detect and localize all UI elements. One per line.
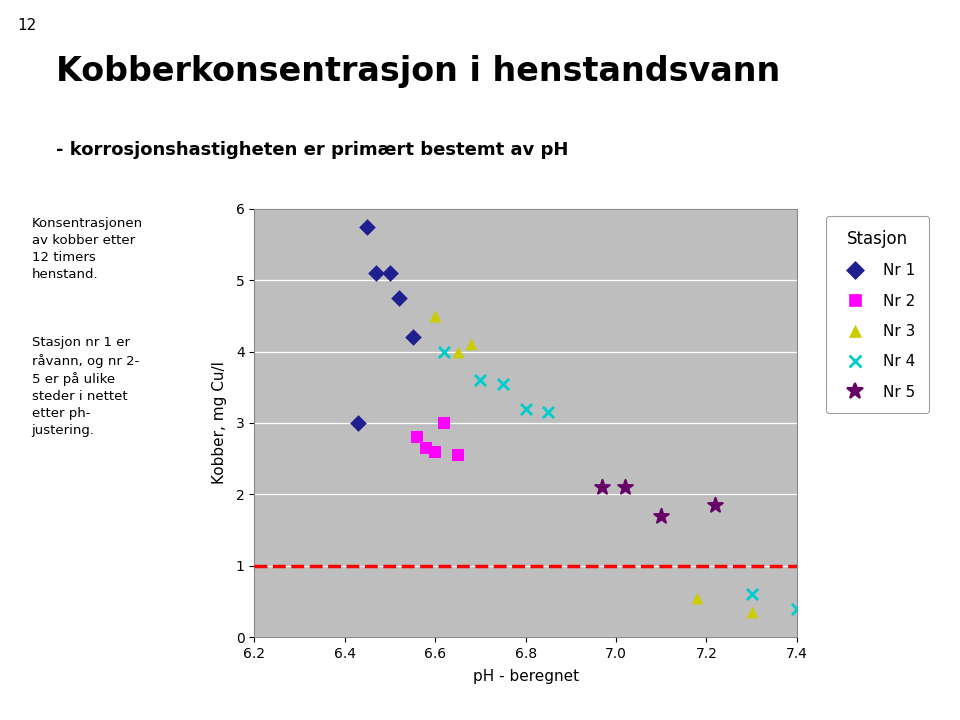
Point — [595, 482, 611, 493]
Point — [540, 407, 556, 418]
Legend: Nr 1, Nr 2, Nr 3, Nr 4, Nr 5: Nr 1, Nr 2, Nr 3, Nr 4, Nr 5 — [827, 217, 928, 413]
Point — [617, 482, 633, 493]
Point — [350, 417, 366, 428]
Text: Konsentrasjonen
av kobber etter
12 timers
henstand.: Konsentrasjonen av kobber etter 12 timer… — [32, 217, 143, 281]
Text: 12: 12 — [17, 18, 36, 33]
Point — [464, 338, 479, 350]
Y-axis label: Kobber, mg Cu/l: Kobber, mg Cu/l — [212, 361, 228, 485]
X-axis label: pH - beregnet: pH - beregnet — [472, 670, 579, 684]
Point — [427, 446, 443, 457]
Point — [427, 310, 443, 322]
Point — [495, 378, 511, 390]
Point — [789, 603, 804, 614]
Text: Stasjon nr 1 er
råvann, og nr 2-
5 er på ulike
steder i nettet
etter ph-
justeri: Stasjon nr 1 er råvann, og nr 2- 5 er på… — [32, 336, 139, 437]
Text: - korrosjonshastigheten er primært bestemt av pH: - korrosjonshastigheten er primært beste… — [56, 141, 568, 159]
Point — [744, 606, 759, 618]
Point — [517, 403, 533, 415]
Point — [708, 500, 723, 511]
Point — [369, 267, 384, 279]
Point — [409, 431, 424, 443]
Point — [689, 592, 705, 603]
Point — [472, 374, 488, 386]
Point — [450, 449, 466, 461]
Point — [450, 346, 466, 357]
Point — [392, 292, 407, 304]
Point — [405, 331, 420, 343]
Point — [654, 510, 669, 521]
Point — [360, 221, 375, 233]
Point — [744, 589, 759, 600]
Point — [437, 346, 452, 357]
Text: www.ntnu.no: www.ntnu.no — [38, 697, 142, 711]
Text: Kobberkonsentrasjon i henstandsvann: Kobberkonsentrasjon i henstandsvann — [56, 55, 780, 88]
Point — [437, 417, 452, 428]
Point — [382, 267, 397, 279]
Point — [419, 442, 434, 454]
